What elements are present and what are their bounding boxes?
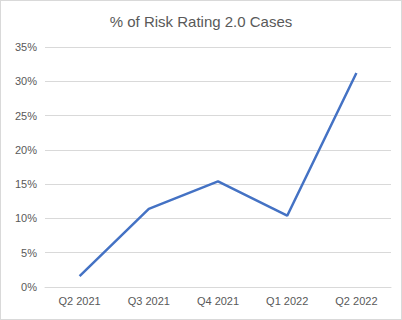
svg-text:20%: 20% (15, 144, 37, 156)
svg-text:Q2 2022: Q2 2022 (335, 295, 377, 307)
svg-text:Q2 2021: Q2 2021 (58, 295, 100, 307)
svg-text:30%: 30% (15, 75, 37, 87)
svg-text:10%: 10% (15, 212, 37, 224)
svg-text:35%: 35% (15, 41, 37, 53)
svg-text:Q1 2022: Q1 2022 (266, 295, 308, 307)
svg-text:0%: 0% (21, 281, 37, 293)
svg-text:% of Risk Rating 2.0 Cases: % of Risk Rating 2.0 Cases (110, 13, 293, 30)
svg-text:15%: 15% (15, 178, 37, 190)
svg-text:5%: 5% (21, 247, 37, 259)
svg-text:Q4 2021: Q4 2021 (197, 295, 239, 307)
svg-text:Q3 2021: Q3 2021 (128, 295, 170, 307)
svg-text:25%: 25% (15, 110, 37, 122)
